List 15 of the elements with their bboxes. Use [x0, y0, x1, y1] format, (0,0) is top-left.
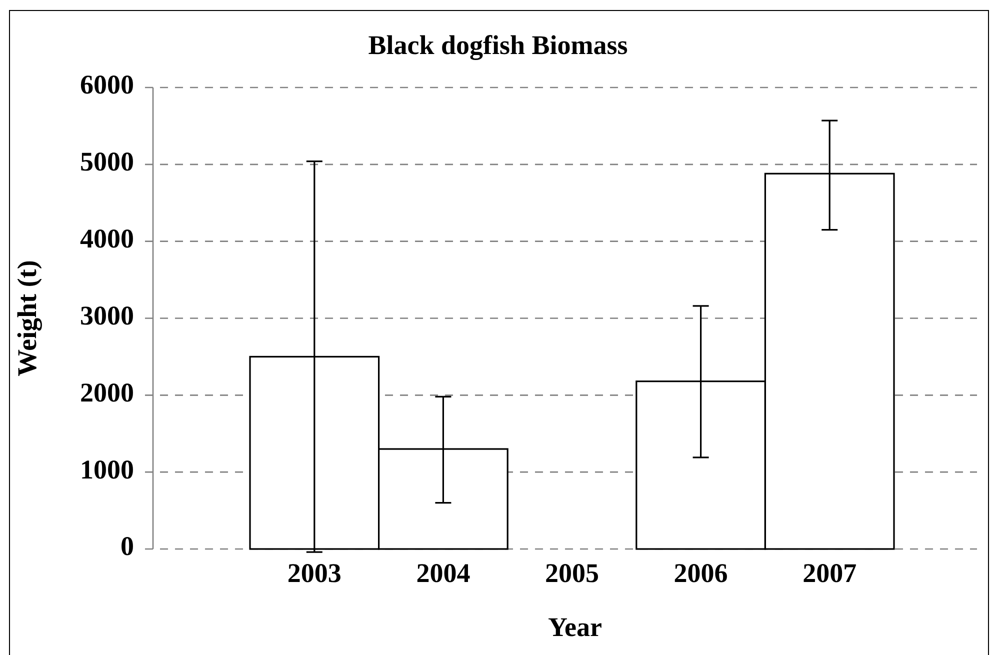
x-tick-label: 2005 [545, 558, 599, 588]
y-axis-title: Weight (t) [12, 260, 42, 376]
x-tick-label: 2006 [674, 558, 728, 588]
y-tick-label: 1000 [80, 454, 134, 484]
x-tick-label: 2003 [287, 558, 342, 588]
x-axis-title: Year [548, 612, 602, 642]
y-tick-label: 5000 [80, 146, 134, 177]
chart-title: Black dogfish Biomass [368, 30, 628, 60]
x-tick-label: 2004 [416, 558, 470, 588]
y-tick-label: 6000 [80, 70, 134, 100]
y-tick-label: 0 [120, 531, 134, 562]
y-tick-label: 3000 [80, 300, 134, 330]
y-tick-label: 4000 [80, 224, 134, 254]
y-tick-label: 2000 [80, 377, 134, 408]
x-tick-label: 2007 [802, 558, 857, 588]
